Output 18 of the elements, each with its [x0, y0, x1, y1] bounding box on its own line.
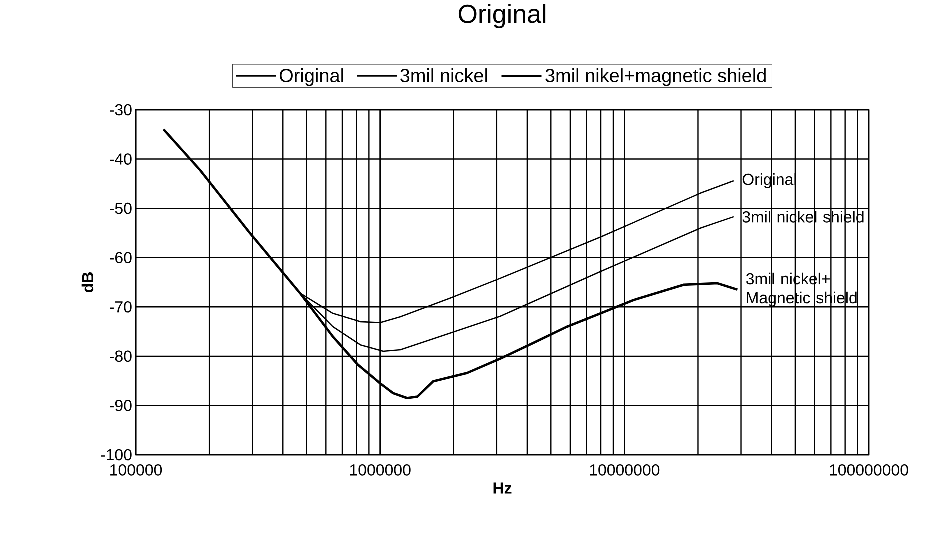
- x-tick-label: 100000: [110, 464, 162, 476]
- y-tick-label: -90: [110, 400, 132, 412]
- x-axis-title: Hz: [494, 482, 512, 494]
- y-tick-label: -80: [110, 350, 132, 362]
- y-tick-label: -70: [110, 301, 132, 313]
- legend-label: 3mil nickel: [400, 68, 488, 82]
- legend-label: Original: [280, 68, 344, 86]
- legend-label: 3mil nikel+magnetic shield: [546, 68, 766, 86]
- y-tick-label: -60: [110, 252, 132, 264]
- chart-title: Original: [458, 4, 546, 28]
- y-tick-label: -40: [110, 154, 132, 165]
- x-tick-label: 10000000: [590, 464, 660, 476]
- y-tick-label: -100: [101, 449, 132, 461]
- x-tick-label: 1000000: [350, 464, 411, 476]
- y-axis-title: dB: [82, 272, 94, 292]
- y-tick-label: -30: [110, 104, 132, 116]
- x-tick-label: 100000000: [830, 464, 908, 476]
- y-tick-label: -50: [110, 202, 132, 214]
